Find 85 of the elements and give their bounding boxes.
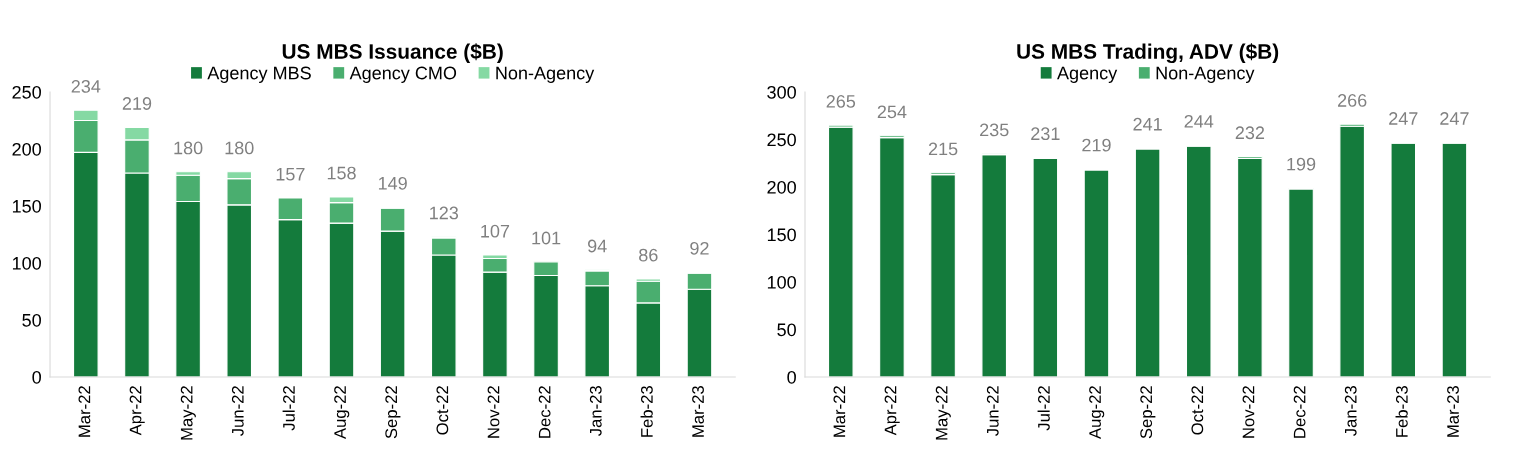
total-label: 94: [588, 239, 607, 253]
chart-title: US MBS Issuance ($B): [282, 43, 503, 63]
total-label: 180: [225, 141, 254, 155]
bar: [981, 154, 1008, 377]
bar: [1237, 157, 1263, 377]
x-tick-label: Apr-22: [884, 386, 900, 436]
x-tick-label: May-22: [935, 386, 951, 440]
x-tick-label: Jun-22: [231, 386, 244, 437]
bar: [930, 174, 956, 377]
total-label: 86: [639, 248, 658, 262]
x-tick-label: Jan-23: [1344, 386, 1357, 437]
bar: [827, 126, 854, 377]
y-tick-label: 250: [12, 85, 41, 99]
y-tick-label: 100: [12, 256, 41, 270]
x-tick-label: Jul-22: [1037, 386, 1050, 431]
total-label: 234: [71, 80, 101, 93]
x-tick-label: Sep-22: [385, 386, 401, 439]
legend-label: Agency CMO: [349, 66, 457, 83]
total-label: 157: [276, 167, 305, 181]
total-label: 219: [1082, 138, 1111, 152]
y-tick-label: 150: [767, 228, 796, 242]
y-tick-label: 50: [22, 313, 41, 327]
x-tick-label: Feb-23: [640, 386, 653, 437]
bar: [1288, 188, 1314, 377]
total-label: 254: [877, 105, 907, 119]
bar: [1390, 142, 1417, 377]
x-tick-label: Aug-22: [334, 386, 350, 440]
y-tick-label: 0: [32, 370, 41, 384]
bar: [879, 137, 905, 377]
x-tick-label: Feb-23: [1395, 386, 1408, 437]
total-label: 266: [1338, 94, 1367, 107]
x-tick-label: Oct-22: [1191, 386, 1204, 435]
x-tick-label: Sep-22: [1140, 386, 1156, 439]
total-label: 244: [1184, 114, 1214, 128]
total-label: 199: [1287, 157, 1316, 171]
chart-title: US MBS Trading, ADV ($B): [1017, 43, 1279, 64]
x-tick-label: Dec-22: [538, 386, 551, 438]
bar: [1083, 169, 1110, 377]
total-label: 247: [1389, 112, 1418, 125]
x-tick-label: Oct-22: [436, 386, 449, 435]
bar: [1185, 145, 1212, 377]
total-label: 231: [1031, 127, 1060, 141]
bar: [1339, 125, 1365, 377]
x-tick-label: Jun-22: [986, 386, 999, 437]
total-label: 235: [980, 123, 1009, 137]
legend-label: Agency MBS: [207, 66, 311, 83]
y-tick-label: 150: [12, 199, 41, 213]
total-label: 180: [174, 141, 203, 155]
x-tick-label: Mar-22: [833, 386, 846, 437]
x-tick-label: Mar-23: [692, 386, 704, 437]
y-tick-label: 100: [767, 275, 796, 289]
x-tick-label: Jul-22: [282, 386, 295, 431]
total-label: 101: [532, 231, 561, 245]
x-tick-label: Mar-22: [78, 386, 91, 437]
bar: [1441, 142, 1468, 377]
total-label: 219: [122, 97, 152, 110]
x-tick-label: May-22: [180, 386, 196, 440]
y-tick-label: 50: [777, 323, 796, 337]
total-label: 107: [481, 224, 510, 238]
y-tick-label: 200: [767, 180, 796, 194]
y-tick-label: 250: [767, 133, 796, 147]
x-tick-label: Jan-23: [589, 386, 602, 437]
total-label: 241: [1133, 117, 1162, 131]
total-label: 247: [1440, 112, 1469, 125]
legend-label: Non-Agency: [1156, 66, 1255, 83]
bar: [1032, 157, 1059, 377]
total-label: 158: [327, 166, 356, 180]
y-tick-label: 200: [12, 142, 41, 156]
bar: [1134, 148, 1161, 377]
x-tick-label: Mar-23: [1447, 386, 1459, 437]
total-label: 149: [378, 176, 407, 190]
total-label: 123: [430, 206, 459, 220]
y-tick-label: 300: [767, 85, 796, 99]
total-label: 232: [1235, 126, 1265, 140]
y-tick-label: 0: [787, 370, 796, 384]
legend-label: Non-Agency: [496, 66, 595, 83]
x-tick-label: Nov-22: [487, 386, 500, 438]
x-tick-label: Apr-22: [129, 386, 145, 436]
total-label: 265: [826, 95, 856, 108]
x-tick-label: Dec-22: [1293, 386, 1306, 438]
total-label: 92: [690, 241, 709, 255]
x-tick-label: Nov-22: [1242, 386, 1255, 438]
x-tick-label: Aug-22: [1089, 386, 1105, 440]
total-label: 215: [928, 142, 958, 156]
legend-label: Agency: [1057, 66, 1118, 83]
